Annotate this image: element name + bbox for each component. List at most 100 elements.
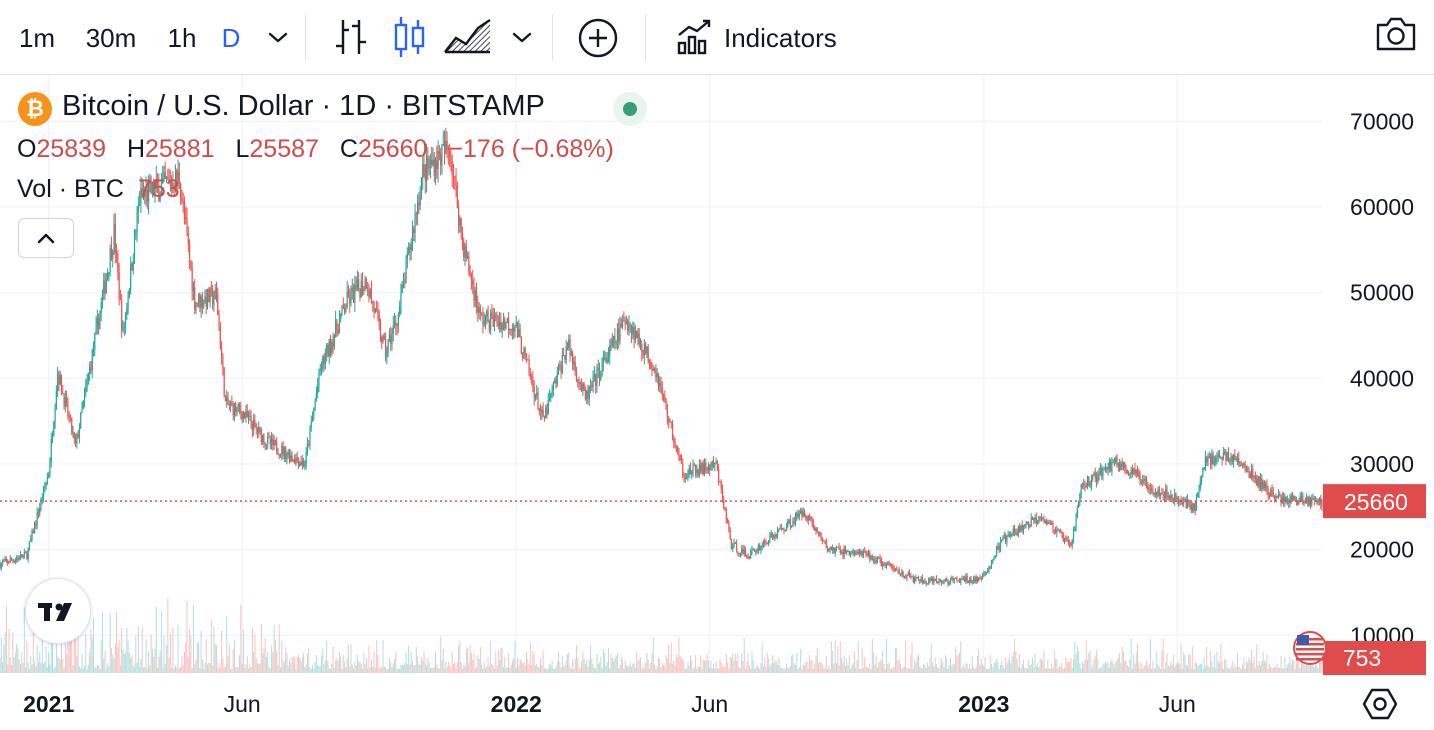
collapse-legend-button[interactable] (18, 218, 74, 258)
candle-body (422, 164, 424, 179)
volume-bar (441, 660, 443, 673)
volume-bar (328, 668, 330, 673)
area-chart-style-icon[interactable] (442, 16, 494, 56)
volume-bar (1048, 668, 1050, 673)
volume-bar (1233, 668, 1235, 673)
volume-bar (326, 641, 328, 673)
interval-30m-button[interactable]: 30m (85, 23, 137, 53)
candle-body (1267, 490, 1269, 496)
candle-body (1039, 516, 1041, 519)
candle-body (245, 410, 247, 418)
candle-body (858, 551, 861, 554)
candle-body (573, 361, 575, 365)
candle-body (1065, 537, 1067, 539)
candle-body (296, 457, 298, 461)
volume-bar (865, 666, 867, 673)
volume-bar (1153, 668, 1155, 673)
candle-body (1, 561, 4, 564)
chevron-down-icon[interactable] (510, 28, 534, 48)
volume-bar (223, 667, 225, 673)
volume-bar (1139, 668, 1141, 673)
volume-bar (81, 653, 83, 673)
volume-bar (460, 662, 462, 673)
candle-body (572, 352, 574, 365)
candle-body (383, 336, 385, 339)
candle-body (364, 278, 366, 289)
candle-body (664, 396, 666, 402)
symbol-title[interactable]: Bitcoin / U.S. Dollar · 1D · BITSTAMP (62, 90, 545, 122)
candle-body (963, 578, 966, 582)
volume-bar (303, 652, 305, 673)
volume-bar (265, 656, 267, 673)
candle-body (391, 333, 393, 344)
candle-body (865, 551, 867, 554)
candle-body (641, 343, 643, 353)
interval-1h-button[interactable]: 1h (167, 23, 197, 53)
price-chart[interactable]: 1000020000300004000050000600007000025660… (0, 75, 1434, 730)
time-axis[interactable]: 2021 Jun 2022 Jun 2023 Jun (23, 691, 1196, 717)
camera-snapshot-icon[interactable] (1373, 14, 1419, 54)
volume-bar (892, 668, 894, 673)
candle-body (1291, 495, 1294, 501)
candle-body (541, 409, 543, 413)
candle-body (1015, 532, 1017, 535)
candle-body (1212, 454, 1214, 464)
price-axis[interactable]: 1000020000300004000050000600007000025660… (1293, 108, 1426, 675)
bar-chart-style-icon[interactable] (330, 16, 372, 58)
candle-body (990, 562, 993, 567)
candle-body (589, 385, 592, 388)
add-plus-circle-icon[interactable] (577, 17, 619, 59)
candle-body (329, 338, 332, 353)
candlestick-style-icon[interactable] (392, 14, 428, 60)
volume-bar (48, 652, 50, 673)
chevron-down-icon[interactable] (266, 28, 290, 48)
candle-body (382, 336, 384, 343)
candle-body (815, 528, 817, 531)
indicators-icon[interactable] (675, 17, 715, 57)
volume-bar (933, 666, 935, 673)
candle-body (759, 545, 761, 551)
volume-bar (58, 657, 60, 673)
volume-bar (549, 663, 551, 673)
candle-body (269, 437, 271, 445)
flag-stripe (1296, 638, 1324, 641)
candle-body (969, 578, 971, 583)
volume-bar (1216, 651, 1218, 673)
candle-body (203, 303, 205, 307)
volume-bar (385, 667, 387, 673)
volume-bar (501, 647, 503, 673)
candle-body (121, 299, 123, 331)
volume-bar (177, 624, 179, 673)
volume-bar (356, 654, 358, 673)
candle-body (377, 310, 379, 315)
indicators-button[interactable]: Indicators (724, 23, 837, 53)
candle-body (787, 520, 789, 527)
candle-body (1216, 456, 1218, 459)
volume-bar (902, 667, 904, 673)
volume-bar (18, 659, 20, 673)
volume-bar (953, 664, 955, 673)
volume-bar (1236, 652, 1238, 673)
volume-bar (491, 663, 493, 673)
candle-body (828, 549, 830, 552)
candle-body (838, 547, 840, 550)
candle-body (272, 438, 274, 446)
volume-bar (542, 650, 544, 673)
chart-settings-gear-icon[interactable] (1362, 686, 1398, 722)
volume-bar (122, 649, 124, 673)
volume-bar (1102, 663, 1104, 673)
volume-bar (894, 647, 896, 673)
interval-d-button[interactable]: D (221, 23, 241, 53)
tradingview-logo[interactable] (25, 578, 91, 644)
candle-body (154, 186, 156, 196)
volume-bar (1186, 665, 1188, 673)
candle-body (1148, 489, 1150, 491)
volume-bar (1110, 661, 1112, 673)
market-status-icon[interactable] (613, 92, 647, 126)
candle-body (1193, 503, 1195, 511)
volume-bar (1267, 668, 1269, 673)
candle-body (191, 267, 193, 291)
candle-body (1288, 499, 1290, 504)
volume-bar (1289, 656, 1291, 673)
interval-1m-button[interactable]: 1m (18, 23, 56, 53)
